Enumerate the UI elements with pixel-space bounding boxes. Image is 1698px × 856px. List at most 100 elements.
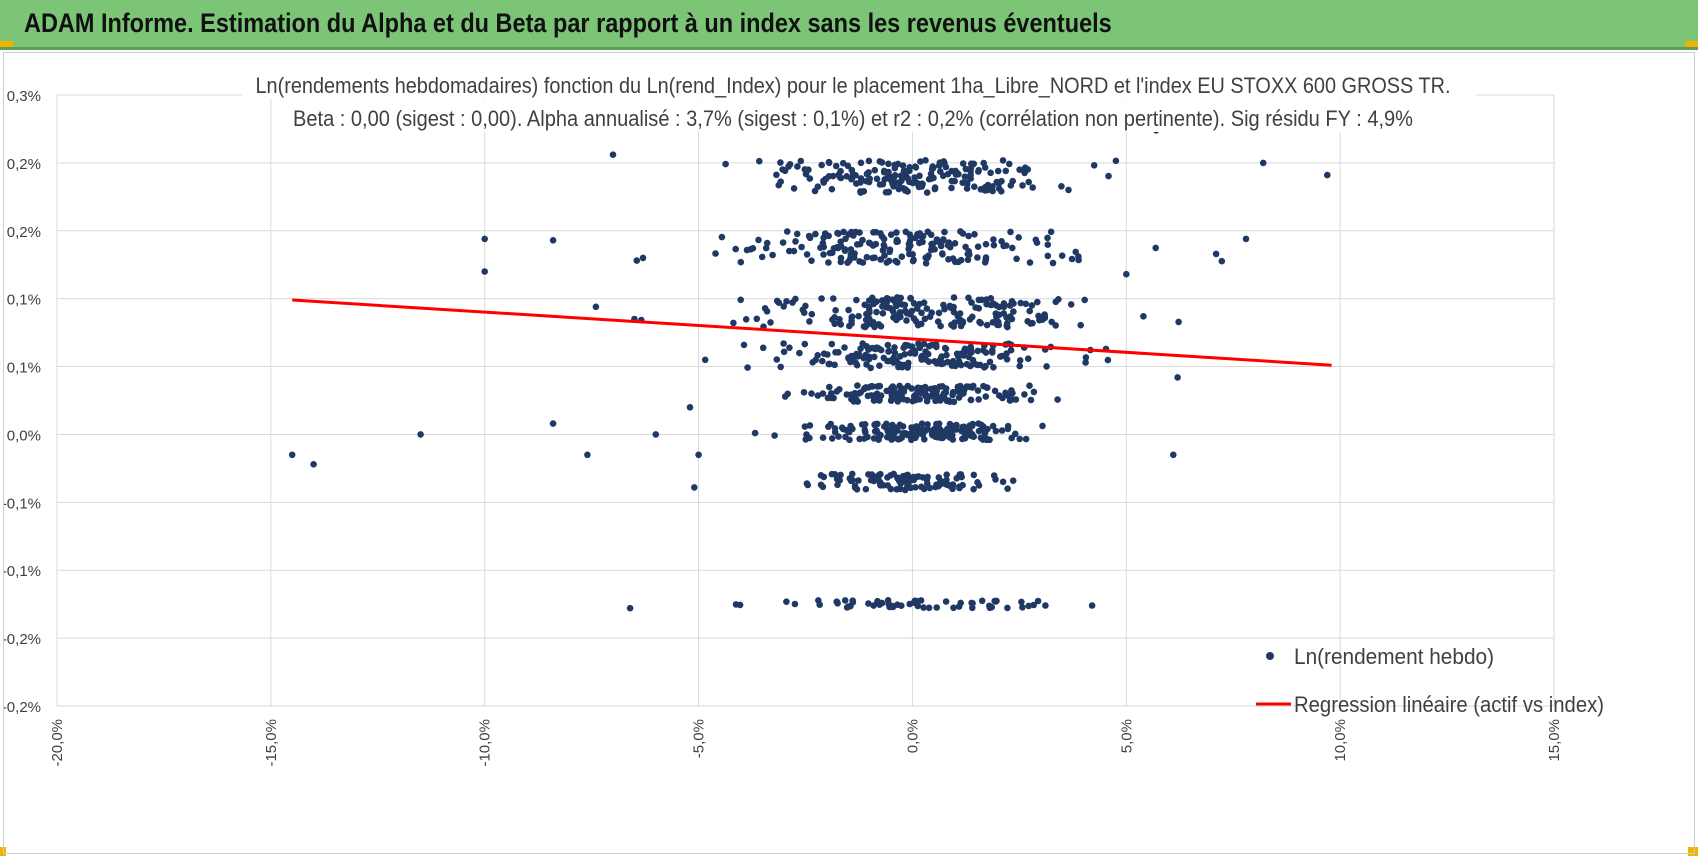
data-point [1058, 252, 1066, 259]
data-point [967, 362, 974, 370]
corner-marker-top-left [0, 41, 13, 47]
data-point [1049, 259, 1057, 267]
data-point [957, 256, 965, 264]
data-point [865, 178, 873, 186]
data-point [865, 346, 872, 353]
data-point [866, 297, 873, 304]
data-point [910, 300, 918, 307]
data-point [1112, 157, 1120, 165]
x-tick-label: -10,0% [477, 719, 494, 767]
data-point [785, 163, 792, 170]
data-point [1259, 159, 1267, 167]
data-point [1090, 162, 1098, 169]
data-point [722, 160, 729, 168]
data-point [1081, 296, 1088, 304]
data-point [1218, 257, 1226, 265]
data-point [1009, 244, 1016, 252]
data-point [831, 428, 839, 436]
data-point [743, 246, 751, 254]
data-point [817, 472, 825, 479]
data-point [950, 398, 958, 406]
data-point [851, 250, 858, 257]
data-point [1028, 302, 1036, 309]
scatter-chart: 0,3%0,2%0,2%0,1%0,1%0,0%-0,1%-0,1%-0,2%-… [4, 67, 1604, 767]
data-point [481, 268, 489, 275]
x-tick-label: 0,0% [904, 719, 921, 753]
data-point [974, 347, 982, 355]
data-point [783, 598, 790, 605]
data-point [886, 246, 894, 253]
data-point [783, 228, 791, 235]
data-point [888, 392, 896, 400]
data-point [825, 259, 832, 266]
data-point [860, 385, 868, 393]
data-point [835, 171, 842, 178]
data-point [839, 425, 847, 433]
data-point [1024, 355, 1032, 363]
data-point [1048, 318, 1055, 326]
data-point [939, 434, 946, 442]
data-point [794, 163, 801, 170]
data-point [960, 426, 968, 433]
data-point [895, 299, 902, 306]
data-point [856, 240, 864, 248]
data-point [982, 240, 990, 248]
data-point [998, 427, 1006, 434]
data-point [896, 180, 903, 187]
data-point [968, 384, 976, 391]
data-point [991, 387, 999, 395]
data-point [773, 297, 781, 305]
data-point [964, 250, 972, 258]
data-point [857, 159, 865, 167]
data-point [889, 425, 896, 432]
data-point [923, 305, 931, 312]
data-point [957, 361, 965, 369]
data-point [998, 188, 1005, 195]
data-point [974, 243, 982, 250]
data-point [925, 252, 932, 259]
data-point [849, 599, 857, 606]
data-point [718, 233, 726, 241]
data-point [903, 317, 910, 324]
chart-subtitle: Beta : 0,00 (sigest : 0,00). Alpha annua… [293, 106, 1413, 131]
data-point [863, 253, 871, 261]
data-point [1044, 252, 1052, 260]
data-point [935, 309, 943, 317]
data-point [829, 172, 837, 180]
data-point [990, 300, 997, 307]
data-point [988, 603, 995, 611]
data-point [839, 159, 847, 167]
data-point [907, 294, 914, 302]
data-point [930, 174, 937, 182]
data-point [1010, 300, 1017, 307]
report-header: ADAM Informe. Estimation du Alpha et du … [0, 0, 1698, 50]
data-point [862, 485, 870, 493]
data-point [971, 183, 978, 190]
data-point [994, 167, 1002, 175]
data-point [922, 348, 929, 355]
data-point [806, 234, 814, 242]
data-point [981, 259, 989, 266]
x-tick-label: 10,0% [1332, 719, 1349, 762]
data-point [806, 175, 814, 182]
data-point [549, 420, 557, 427]
data-point [816, 601, 823, 608]
data-point [769, 251, 776, 259]
report-title: ADAM Informe. Estimation du Alpha et du … [24, 8, 1112, 38]
data-point [1034, 298, 1041, 306]
data-point [819, 390, 827, 397]
data-point [790, 247, 798, 255]
data-point [812, 230, 819, 238]
data-point [879, 247, 887, 254]
data-point [1039, 422, 1046, 430]
data-point [905, 245, 912, 253]
data-point [1006, 160, 1013, 168]
data-point [981, 187, 989, 194]
data-point [871, 166, 879, 174]
x-tick-label: -15,0% [263, 719, 280, 767]
data-point [806, 318, 813, 325]
title-background [242, 67, 1476, 99]
data-point [814, 392, 822, 399]
data-point [891, 344, 898, 351]
data-point [936, 357, 943, 365]
